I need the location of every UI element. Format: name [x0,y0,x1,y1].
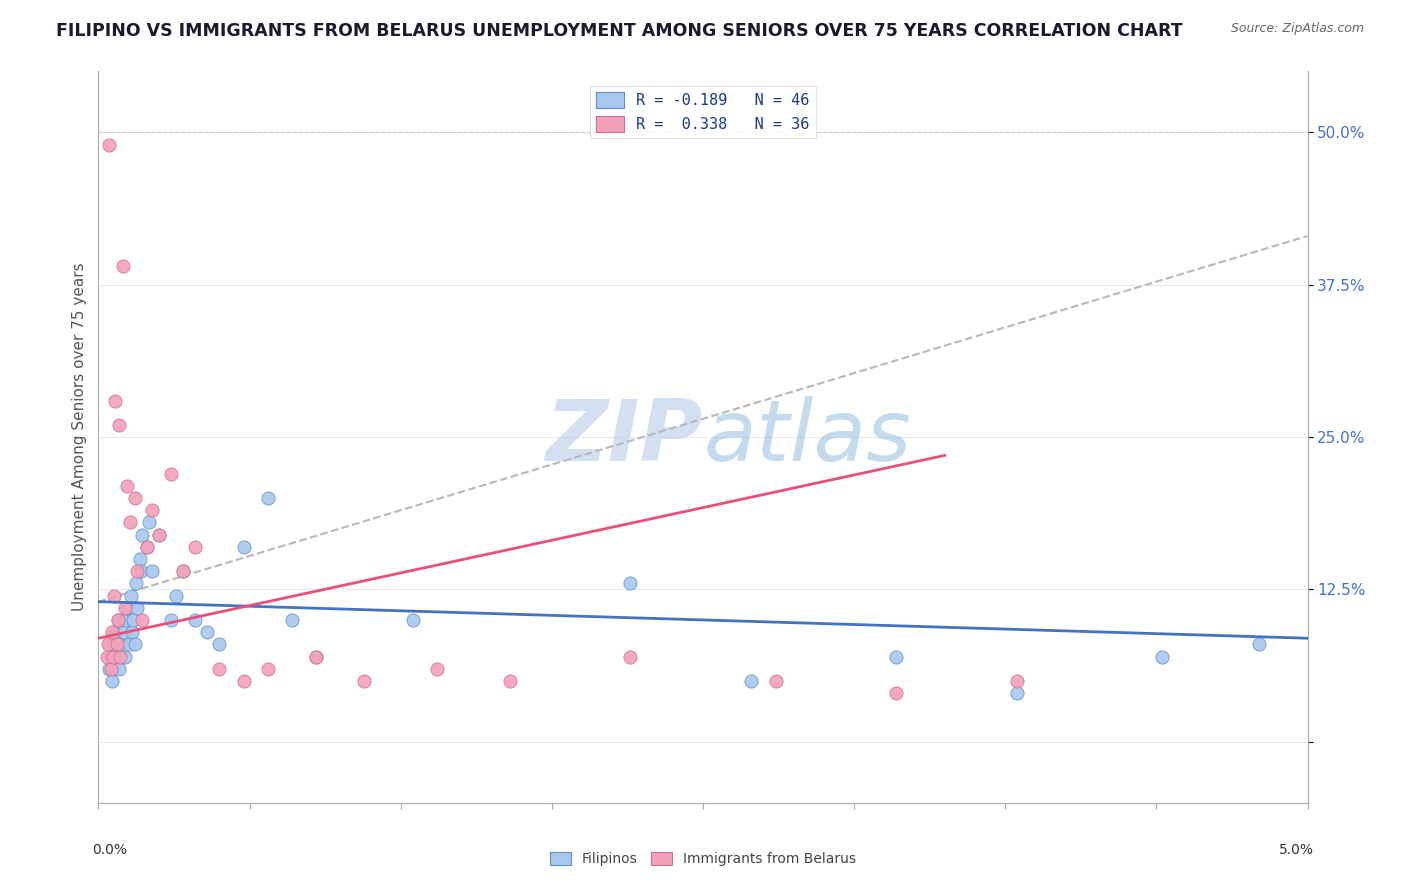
Point [184,613,207,627]
Point [256,662,278,676]
Point [100,673,122,688]
Point [122,613,145,627]
Point [131,527,153,541]
Point [100,662,122,676]
Point [165,589,187,603]
Legend: R = -0.189   N = 46, R =  0.338   N = 36: R = -0.189 N = 46, R = 0.338 N = 36 [591,87,815,138]
Point [208,637,231,651]
Point [108,649,131,664]
Point [97,637,120,651]
Point [498,673,520,688]
Point [886,649,908,664]
Point [619,576,641,591]
Point [101,649,124,664]
Point [256,491,278,505]
Point [117,600,139,615]
Point [103,589,125,603]
Point [111,260,134,274]
Point [128,552,150,566]
Point [160,613,183,627]
Point [184,540,207,554]
Point [141,503,163,517]
Point [1007,673,1029,688]
Point [160,467,183,481]
Point [765,673,787,688]
Point [619,649,641,664]
Point [112,625,135,640]
Point [1249,637,1271,651]
Point [740,673,762,688]
Point [104,393,127,408]
Point [107,613,129,627]
Point [101,637,124,651]
Point [208,662,231,676]
Point [98,137,121,152]
Point [131,613,153,627]
Legend: Filipinos, Immigrants from Belarus: Filipinos, Immigrants from Belarus [544,847,862,871]
Point [121,625,143,640]
Point [281,613,304,627]
Point [127,600,149,615]
Point [118,637,141,651]
Point [141,564,163,578]
Point [426,662,449,676]
Point [148,527,170,541]
Text: Source: ZipAtlas.com: Source: ZipAtlas.com [1230,22,1364,36]
Point [305,649,328,664]
Point [124,491,146,505]
Point [402,613,425,627]
Text: 5.0%: 5.0% [1278,843,1313,857]
Point [135,540,157,554]
Y-axis label: Unemployment Among Seniors over 75 years: Unemployment Among Seniors over 75 years [72,263,87,611]
Point [195,625,218,640]
Point [108,417,131,432]
Point [135,540,157,554]
Point [353,673,375,688]
Point [138,516,160,530]
Point [100,649,122,664]
Point [108,637,131,651]
Point [111,613,134,627]
Text: ZIP: ZIP [546,395,703,479]
Point [115,613,138,627]
Point [124,637,146,651]
Point [232,673,254,688]
Point [100,625,122,640]
Text: atlas: atlas [703,395,911,479]
Point [98,662,121,676]
Point [127,564,149,578]
Point [114,649,136,664]
Point [105,649,128,664]
Point [108,662,131,676]
Text: 0.0%: 0.0% [93,843,128,857]
Point [172,564,194,578]
Point [1152,649,1174,664]
Point [114,600,136,615]
Point [172,564,194,578]
Point [118,516,141,530]
Point [125,576,148,591]
Point [107,613,129,627]
Point [305,649,328,664]
Point [148,527,170,541]
Point [117,479,139,493]
Point [104,625,127,640]
Point [103,662,125,676]
Point [232,540,254,554]
Point [886,686,908,700]
Point [129,564,152,578]
Point [105,637,128,651]
Point [96,649,118,664]
Point [1007,686,1029,700]
Point [120,589,142,603]
Text: FILIPINO VS IMMIGRANTS FROM BELARUS UNEMPLOYMENT AMONG SENIORS OVER 75 YEARS COR: FILIPINO VS IMMIGRANTS FROM BELARUS UNEM… [56,22,1182,40]
